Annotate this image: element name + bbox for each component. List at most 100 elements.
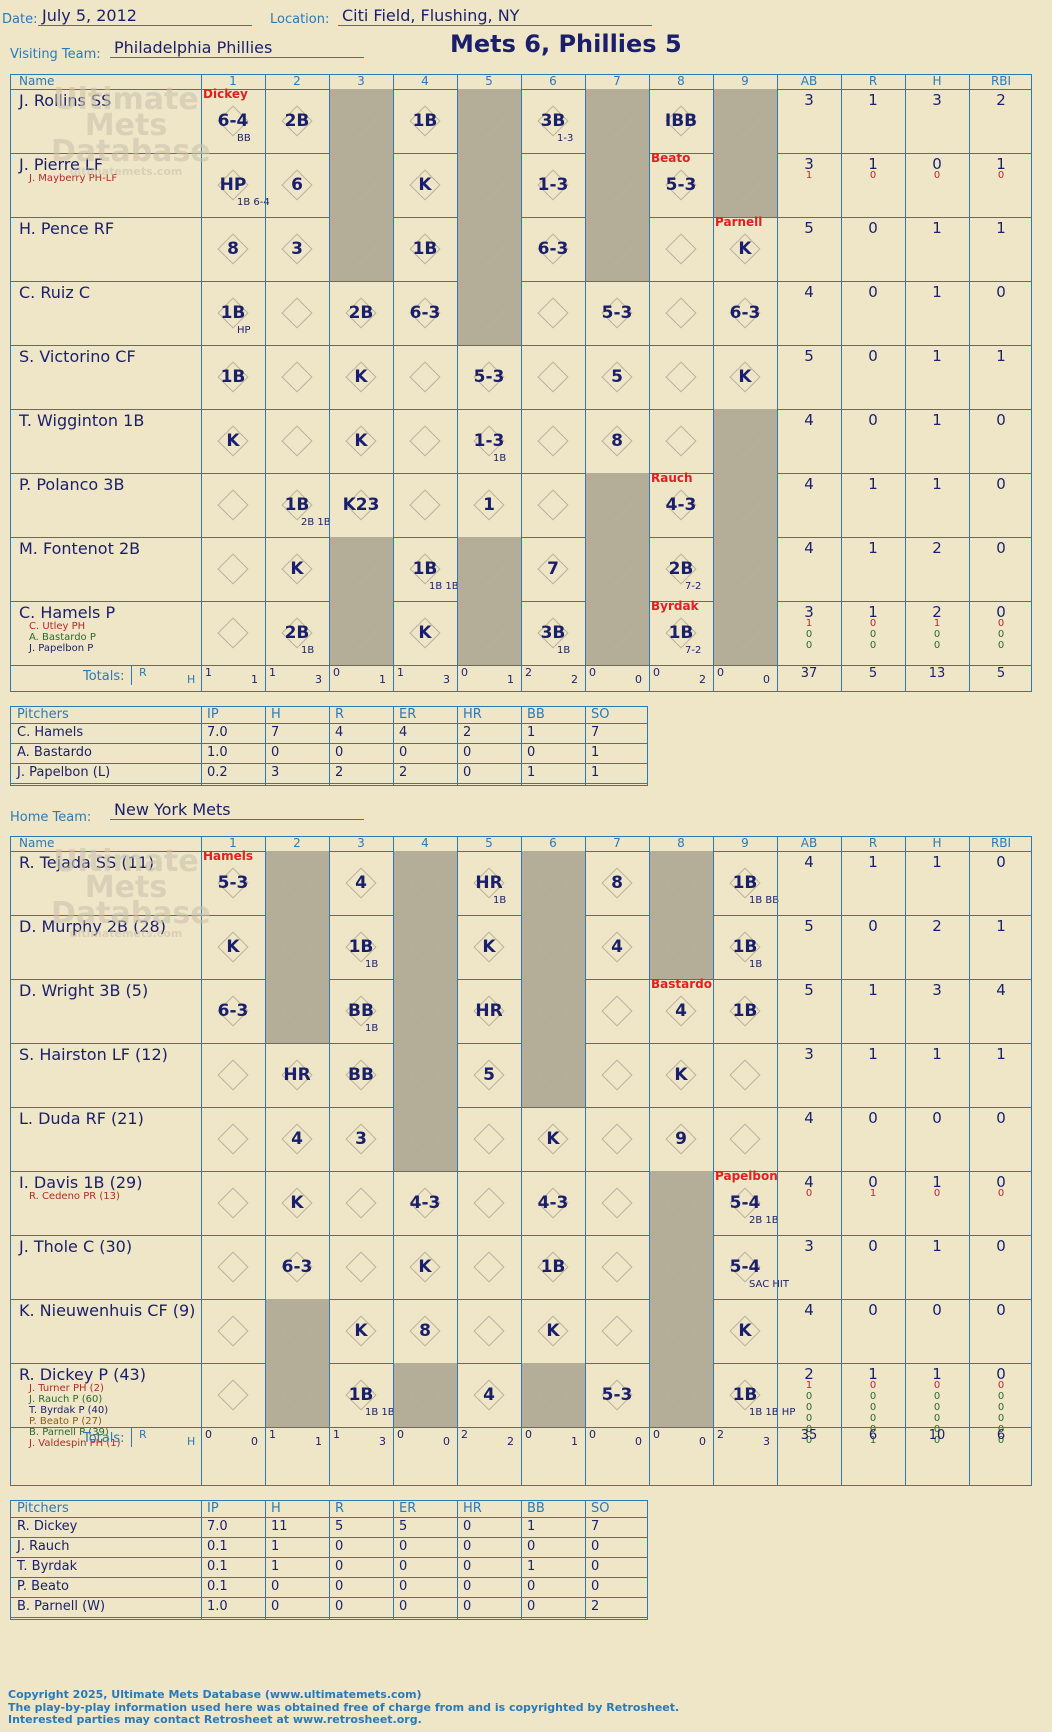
pitcher-col-h: H bbox=[271, 1501, 281, 1516]
play-result: K bbox=[354, 431, 368, 451]
cell-shade bbox=[649, 1363, 713, 1427]
stat-rbi: 0 bbox=[996, 1301, 1006, 1319]
play-result: K bbox=[482, 937, 496, 957]
pitcher-stat: 0 bbox=[399, 1559, 408, 1574]
play-result: 1B bbox=[220, 303, 246, 323]
batter-name: R. Tejada SS (11) bbox=[19, 853, 155, 872]
sub-stat-ab: 0 bbox=[805, 1424, 813, 1435]
play-result: IBB bbox=[664, 111, 698, 131]
inning-runs: 0 bbox=[461, 666, 468, 679]
pitcher-stat: 4 bbox=[399, 725, 408, 740]
sub-stat-h: 0 bbox=[933, 1402, 941, 1413]
cell-shade bbox=[585, 89, 649, 153]
stat-h: 1 bbox=[932, 283, 942, 301]
play-detail: 1B bbox=[557, 645, 571, 656]
pitcher-stat: 1.0 bbox=[207, 1599, 228, 1614]
stat-r: 0 bbox=[868, 283, 878, 301]
stat-r: 1 bbox=[868, 853, 878, 871]
play-result: 1-3 bbox=[473, 431, 505, 451]
col-divider bbox=[521, 707, 522, 785]
stat-ab: 4 bbox=[804, 1173, 814, 1191]
cell-shade bbox=[329, 217, 393, 281]
play-result: 3B bbox=[540, 623, 566, 643]
cell-shade bbox=[393, 1363, 457, 1427]
pitcher-stat: 0 bbox=[271, 745, 280, 760]
stat-ab: 4 bbox=[804, 283, 814, 301]
sub-stat-ab: 1 bbox=[805, 170, 813, 181]
totals-label: Totals: bbox=[83, 669, 125, 684]
play-result: 2B bbox=[348, 303, 374, 323]
sub-stat-r: 0 bbox=[869, 640, 877, 651]
play-result: 1B bbox=[348, 1385, 374, 1405]
play-detail: 2B 1B bbox=[301, 517, 331, 528]
play-result: 5-4 bbox=[729, 1257, 761, 1277]
play-result: BB bbox=[348, 1065, 374, 1085]
pitcher-stat: 0 bbox=[463, 1519, 472, 1534]
column-header-2: 2 bbox=[293, 74, 301, 88]
play-result: 8 bbox=[419, 1321, 431, 1341]
pitcher-stat: 4 bbox=[335, 725, 344, 740]
play-result: 4 bbox=[291, 1129, 303, 1149]
col-divider bbox=[457, 1501, 458, 1619]
stat-r: 1 bbox=[868, 1365, 878, 1383]
pitcher-change-note: Hamels bbox=[203, 849, 254, 863]
pitcher-stat: 0.1 bbox=[207, 1539, 228, 1554]
play-result: 5-3 bbox=[601, 1385, 633, 1405]
pitcher-stat: 0 bbox=[591, 1579, 600, 1594]
pitcher-stat: 1.0 bbox=[207, 745, 228, 760]
play-result: 2B bbox=[668, 559, 694, 579]
sub-stat-h: 0 bbox=[933, 1424, 941, 1435]
stat-h: 0 bbox=[932, 1301, 942, 1319]
stat-r: 1 bbox=[868, 155, 878, 173]
stat-rbi: 2 bbox=[996, 91, 1006, 109]
location-label: Location: bbox=[270, 12, 330, 27]
cell-shade bbox=[585, 217, 649, 281]
play-result: 5 bbox=[611, 367, 623, 387]
play-result: 8 bbox=[227, 239, 239, 259]
column-header-3: 3 bbox=[357, 74, 365, 88]
pitcher-stat: 0 bbox=[463, 1559, 472, 1574]
play-result: 4 bbox=[355, 873, 367, 893]
cell-shade bbox=[265, 979, 329, 1043]
inning-hits: 1 bbox=[251, 673, 258, 686]
inning-runs: 0 bbox=[397, 1428, 404, 1441]
pitcher-col-r: R bbox=[335, 1501, 345, 1516]
play-result: 4-3 bbox=[665, 495, 697, 515]
inning-hits: 0 bbox=[635, 673, 642, 686]
sub-stat-ab: 1 bbox=[805, 618, 813, 629]
sub-stat-h: 0 bbox=[933, 640, 941, 651]
pitcher-change-note: Byrdak bbox=[651, 599, 699, 613]
inning-hits: 1 bbox=[571, 1435, 578, 1448]
play-result: K bbox=[418, 1257, 432, 1277]
play-result: HR bbox=[283, 1065, 311, 1085]
column-header-name: Name bbox=[19, 836, 55, 850]
play-result: 6-3 bbox=[217, 1001, 249, 1021]
inning-runs: 0 bbox=[653, 666, 660, 679]
total-rbi: 5 bbox=[996, 666, 1006, 681]
pitcher-change-note: Beato bbox=[651, 151, 691, 165]
play-result: 1B bbox=[732, 1385, 758, 1405]
inning-runs: 0 bbox=[653, 1428, 660, 1441]
play-detail: 1B BB bbox=[749, 895, 780, 906]
sub-stat-h: 0 bbox=[933, 1391, 941, 1402]
base-diamond-icon bbox=[345, 1251, 377, 1283]
stat-r: 0 bbox=[868, 1173, 878, 1191]
cell-shade bbox=[713, 601, 777, 665]
base-diamond-icon bbox=[473, 1123, 505, 1155]
sub-stat-rbi: 0 bbox=[997, 640, 1005, 651]
base-diamond-icon bbox=[409, 489, 441, 521]
sub-stat-r: 0 bbox=[869, 1424, 877, 1435]
sub-stat-rbi: 0 bbox=[997, 629, 1005, 640]
sub-stat-r: 1 bbox=[869, 1188, 877, 1199]
pitcher-col-pitchers: Pitchers bbox=[17, 1501, 69, 1516]
home-team-label: Home Team: bbox=[10, 810, 92, 825]
col-divider bbox=[457, 707, 458, 785]
stat-rbi: 0 bbox=[996, 1109, 1006, 1127]
play-detail: 1B bbox=[493, 453, 507, 464]
inning-hits: 0 bbox=[763, 673, 770, 686]
col-divider bbox=[265, 837, 266, 1485]
pitcher-stat: 0 bbox=[463, 765, 472, 780]
cell-shade bbox=[329, 537, 393, 601]
pitcher-stat: 0 bbox=[335, 745, 344, 760]
pitcher-change-note: Papelbon bbox=[715, 1169, 778, 1183]
